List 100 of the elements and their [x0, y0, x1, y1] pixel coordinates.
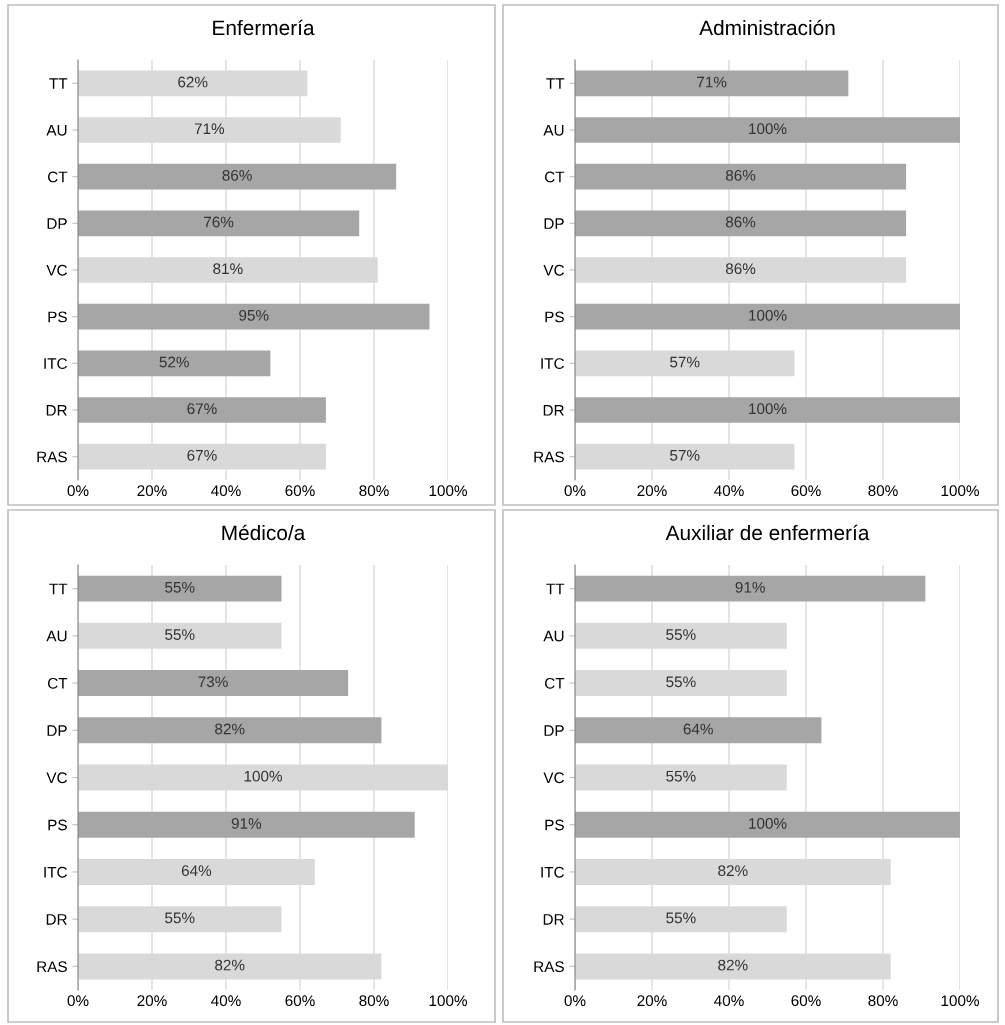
- data-label: 91%: [735, 581, 765, 593]
- bar: [575, 163, 907, 190]
- y-tick-label: DP: [47, 218, 67, 229]
- y-tick-label: DP: [47, 725, 67, 736]
- data-label: 64%: [683, 723, 713, 735]
- bar: [575, 811, 960, 838]
- x-tick-label: 60%: [285, 995, 315, 1007]
- x-tick-label: 20%: [137, 995, 167, 1007]
- x-tick-label: 20%: [637, 485, 667, 497]
- x-tick-label: 80%: [868, 995, 898, 1007]
- data-label: 71%: [194, 123, 225, 135]
- x-tick-label: 60%: [791, 995, 821, 1007]
- data-label: 55%: [666, 676, 696, 688]
- bar: [78, 575, 282, 602]
- data-label: 62%: [178, 76, 208, 88]
- y-tick-label: AU: [543, 125, 564, 136]
- y-tick-label: AU: [46, 630, 67, 642]
- y-tick-label: DR: [543, 405, 564, 416]
- data-label: 57%: [670, 450, 700, 461]
- chart-title: Enfermería: [213, 19, 315, 36]
- x-tick-label: 100%: [429, 995, 467, 1007]
- chart-title: Auxiliar de enfermería: [665, 524, 870, 541]
- y-tick-label: ITC: [541, 866, 564, 878]
- data-label: 82%: [718, 959, 748, 971]
- bar: [78, 350, 271, 377]
- x-tick-label: 100%: [941, 485, 979, 497]
- bar: [575, 210, 907, 237]
- data-label: 55%: [666, 770, 696, 782]
- data-label: 67%: [187, 403, 217, 415]
- y-tick-label: RAS: [37, 451, 67, 463]
- y-tick-label: PS: [48, 819, 67, 831]
- data-label: 86%: [725, 169, 756, 181]
- chart-title: Administración: [699, 19, 835, 36]
- data-label: 81%: [213, 263, 243, 275]
- y-tick-label: PS: [545, 311, 564, 323]
- x-tick-label: 20%: [637, 995, 667, 1007]
- y-tick-label: TT: [49, 78, 68, 89]
- y-tick-label: ITC: [44, 358, 67, 370]
- x-tick-label: 60%: [791, 485, 821, 497]
- y-tick-label: CT: [47, 677, 68, 689]
- y-tick-label: RAS: [534, 451, 564, 463]
- x-tick-label: 100%: [429, 485, 467, 497]
- data-label: 82%: [215, 959, 245, 971]
- bar: [78, 811, 415, 838]
- y-tick-label: RAS: [534, 961, 564, 973]
- data-label: 95%: [239, 309, 269, 321]
- data-label: 82%: [215, 723, 245, 735]
- data-label: 100%: [749, 818, 787, 829]
- data-label: 55%: [165, 912, 195, 924]
- y-tick-label: DR: [46, 914, 67, 925]
- x-tick-label: 80%: [868, 485, 898, 497]
- y-tick-label: ITC: [44, 866, 67, 878]
- x-tick-label: 0%: [67, 485, 89, 497]
- x-tick-label: 80%: [359, 485, 389, 497]
- y-tick-label: DR: [46, 405, 67, 416]
- x-tick-label: 40%: [714, 485, 744, 497]
- x-tick-label: 80%: [359, 995, 389, 1007]
- data-label: 64%: [181, 865, 212, 877]
- y-tick-label: TT: [49, 583, 68, 595]
- data-label: 55%: [165, 629, 195, 640]
- x-tick-label: 40%: [211, 995, 241, 1007]
- data-label: 86%: [222, 169, 252, 181]
- y-tick-label: AU: [543, 630, 564, 642]
- bar: [78, 303, 430, 330]
- bar: [78, 670, 349, 697]
- bar: [575, 303, 960, 330]
- data-label: 55%: [165, 581, 195, 593]
- y-tick-label: VC: [46, 264, 67, 276]
- data-label: 100%: [244, 770, 282, 782]
- y-tick-label: TT: [546, 78, 565, 89]
- y-tick-label: PS: [48, 311, 67, 323]
- data-label: 67%: [187, 449, 217, 461]
- y-tick-label: PS: [545, 819, 564, 831]
- y-tick-label: AU: [46, 125, 67, 136]
- data-label: 52%: [159, 356, 189, 368]
- bar: [575, 717, 822, 744]
- y-tick-label: CT: [47, 171, 68, 183]
- bar: [575, 70, 849, 97]
- data-label: 86%: [725, 216, 756, 228]
- y-tick-label: DP: [544, 218, 564, 229]
- data-label: 91%: [231, 818, 262, 829]
- data-label: 57%: [670, 356, 700, 368]
- bar: [78, 210, 360, 237]
- data-label: 71%: [697, 76, 727, 88]
- data-label: 100%: [749, 403, 787, 415]
- x-tick-label: 20%: [137, 485, 167, 497]
- data-label: 82%: [718, 865, 748, 877]
- y-tick-label: CT: [544, 171, 565, 183]
- chart-title: Médico/a: [222, 524, 306, 541]
- x-tick-label: 0%: [67, 995, 89, 1007]
- bar: [575, 575, 926, 602]
- y-tick-label: TT: [546, 583, 565, 595]
- data-label: 100%: [749, 309, 787, 321]
- data-label: 55%: [666, 912, 696, 924]
- data-label: 76%: [204, 216, 234, 228]
- bar: [78, 717, 382, 744]
- y-tick-label: VC: [543, 772, 564, 784]
- bar: [78, 397, 326, 423]
- bar: [575, 397, 960, 423]
- bar: [575, 117, 960, 143]
